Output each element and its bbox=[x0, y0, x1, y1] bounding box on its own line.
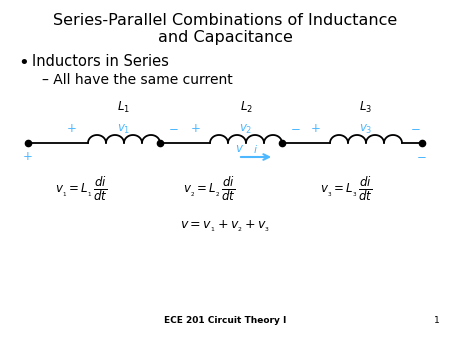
Text: – All have the same current: – All have the same current bbox=[42, 73, 233, 87]
Text: $v_{_2}=L_{_2}\,\dfrac{di}{dt}$: $v_{_2}=L_{_2}\,\dfrac{di}{dt}$ bbox=[183, 175, 236, 203]
Text: −: − bbox=[291, 122, 301, 136]
Text: −: − bbox=[169, 122, 179, 136]
Text: $L_1$: $L_1$ bbox=[117, 100, 130, 115]
Text: $v_1$: $v_1$ bbox=[117, 122, 130, 136]
Text: −: − bbox=[411, 122, 421, 136]
Text: +: + bbox=[23, 150, 33, 164]
Text: +: + bbox=[191, 122, 201, 136]
Text: +: + bbox=[67, 122, 77, 136]
Text: Inductors in Series: Inductors in Series bbox=[32, 54, 169, 69]
Text: ECE 201 Circuit Theory I: ECE 201 Circuit Theory I bbox=[164, 316, 286, 325]
Text: and Capacitance: and Capacitance bbox=[158, 30, 292, 45]
Text: $v$: $v$ bbox=[235, 142, 244, 155]
Text: $v_3$: $v_3$ bbox=[359, 122, 373, 136]
Text: $i$: $i$ bbox=[253, 143, 258, 155]
Text: +: + bbox=[311, 122, 321, 136]
Text: •: • bbox=[18, 54, 29, 72]
Text: $v_{_1}=L_{_1}\,\dfrac{di}{dt}$: $v_{_1}=L_{_1}\,\dfrac{di}{dt}$ bbox=[55, 175, 108, 203]
Text: $v_{_3}=L_{_3}\,\dfrac{di}{dt}$: $v_{_3}=L_{_3}\,\dfrac{di}{dt}$ bbox=[320, 175, 373, 203]
Text: $L_3$: $L_3$ bbox=[360, 100, 373, 115]
Text: $v = v_{_1} + v_{_2} + v_{_3}$: $v = v_{_1} + v_{_2} + v_{_3}$ bbox=[180, 218, 270, 234]
Text: Series-Parallel Combinations of Inductance: Series-Parallel Combinations of Inductan… bbox=[53, 13, 397, 28]
Text: $L_2$: $L_2$ bbox=[239, 100, 252, 115]
Text: −: − bbox=[417, 150, 427, 164]
Text: $v_2$: $v_2$ bbox=[239, 122, 253, 136]
Text: 1: 1 bbox=[434, 316, 440, 325]
